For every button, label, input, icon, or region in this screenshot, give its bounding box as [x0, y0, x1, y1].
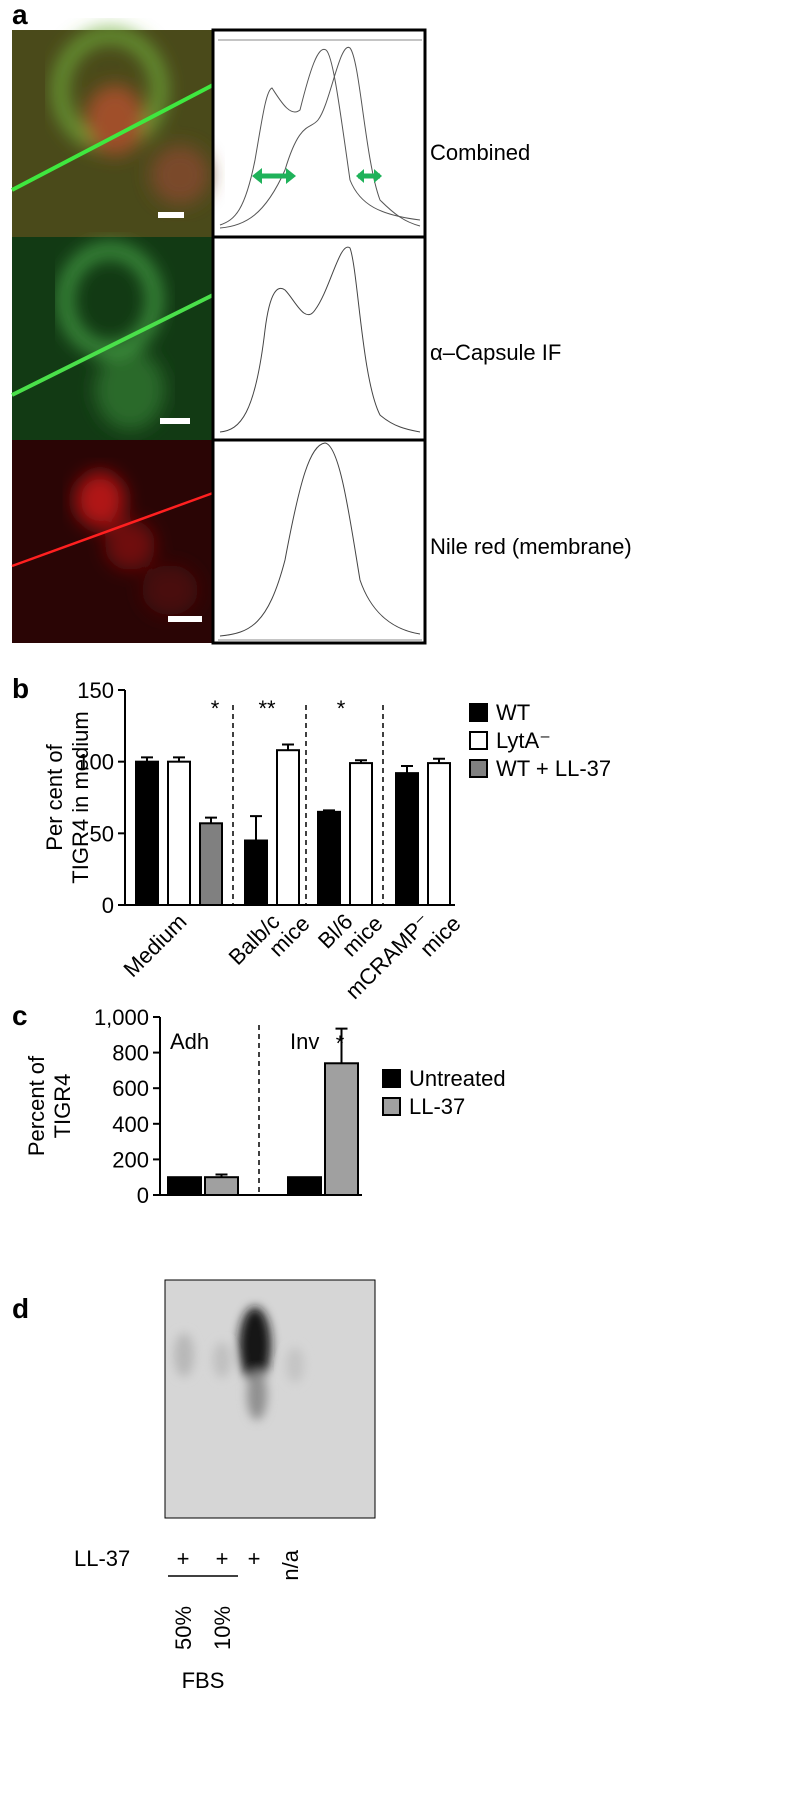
- fbs-title: FBS: [182, 1668, 225, 1693]
- error-bar: [215, 1173, 228, 1178]
- error-bar: [141, 756, 153, 762]
- legend-label: Untreated: [409, 1066, 506, 1091]
- y-tick-label: 0: [137, 1183, 149, 1208]
- significance: *: [211, 696, 220, 721]
- y-axis-label: TIGR4: [50, 1074, 75, 1139]
- panel-label: b: [12, 673, 29, 704]
- legend-swatch: [469, 703, 488, 722]
- panel-label: c: [12, 1000, 28, 1031]
- group-label: Inv: [290, 1029, 319, 1054]
- group-label: Adh: [170, 1029, 209, 1054]
- legend-label: LytA⁻: [496, 728, 551, 753]
- intensity-profiles: [211, 28, 427, 645]
- lane-label: +: [216, 1546, 229, 1571]
- y-tick-label: 0: [102, 893, 114, 918]
- panel-label: d: [12, 1293, 29, 1324]
- significance: *: [337, 696, 346, 721]
- error-bar: [250, 815, 262, 841]
- lane-label: n/a: [278, 1549, 303, 1580]
- lane-label: +: [177, 1546, 190, 1571]
- micrograph-capsule: [11, 237, 214, 440]
- y-tick-label: 50: [90, 821, 114, 846]
- y-tick-label: 400: [112, 1112, 149, 1137]
- bar: [204, 1176, 239, 1196]
- y-axis-label: TIGR4 in medium: [68, 711, 93, 883]
- y-axis-label: Per cent of: [42, 743, 67, 850]
- fbs-label: 10%: [210, 1606, 235, 1650]
- error-bar: [173, 756, 185, 762]
- y-tick-label: 100: [77, 750, 114, 775]
- row-label: Combined: [430, 140, 530, 165]
- error-bar: [335, 1027, 348, 1064]
- x-tick-label: Medium: [119, 909, 192, 982]
- legend-swatch: [382, 1097, 401, 1116]
- row-label: Nile red (membrane): [430, 534, 632, 559]
- y-axis-label: Percent of: [24, 1055, 49, 1156]
- legend-swatch: [469, 759, 488, 778]
- bar: [244, 839, 268, 906]
- row-label: α–Capsule IF: [430, 340, 561, 365]
- panel-label: a: [12, 0, 28, 30]
- legend-swatch: [382, 1069, 401, 1088]
- error-bar: [282, 743, 294, 751]
- row-label: LL-37: [74, 1546, 130, 1571]
- y-tick-label: 200: [112, 1147, 149, 1172]
- error-bar: [323, 809, 335, 812]
- y-tick-label: 800: [112, 1041, 149, 1066]
- bar: [427, 762, 451, 906]
- legend-label: WT: [496, 700, 530, 725]
- fbs-label: 50%: [171, 1606, 196, 1650]
- micrograph-nile-red: [11, 440, 214, 643]
- y-tick-label: 150: [77, 678, 114, 703]
- bar: [317, 810, 341, 906]
- bar: [324, 1062, 359, 1197]
- micrograph-combined: [11, 29, 214, 237]
- bar: [349, 762, 373, 906]
- bar: [395, 772, 419, 907]
- legend-label: WT + LL-37: [496, 756, 611, 781]
- western-blot: [164, 1279, 376, 1519]
- significance: **: [258, 696, 276, 721]
- bar: [199, 822, 223, 906]
- bar: [167, 760, 191, 907]
- bar: [167, 1176, 202, 1196]
- error-bar: [355, 759, 367, 764]
- error-bar: [205, 816, 217, 824]
- lane-label: +: [248, 1546, 261, 1571]
- bar: [276, 749, 300, 907]
- error-bar: [433, 757, 445, 764]
- legend-swatch: [469, 731, 488, 750]
- bar: [135, 760, 159, 907]
- y-tick-label: 1,000: [94, 1005, 149, 1030]
- legend-label: LL-37: [409, 1094, 465, 1119]
- bar: [287, 1176, 322, 1196]
- significance: *: [336, 1031, 345, 1056]
- y-tick-label: 600: [112, 1076, 149, 1101]
- error-bar: [401, 764, 413, 774]
